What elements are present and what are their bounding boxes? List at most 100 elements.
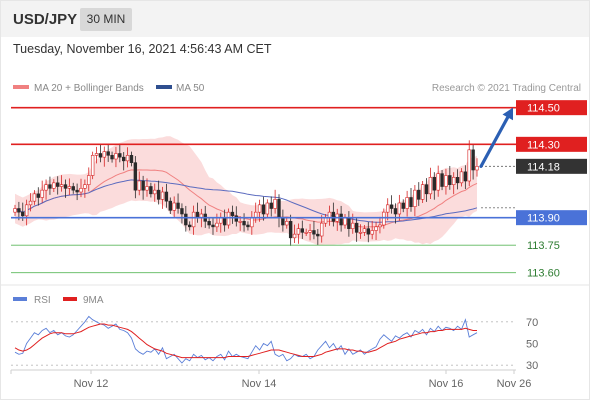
candle-body: [436, 173, 440, 191]
rsi-legend-label: RSI: [34, 295, 51, 306]
candle: [24, 199, 29, 226]
candle-body: [180, 208, 184, 215]
candle: [172, 196, 176, 219]
candle-body: [125, 155, 130, 162]
candle: [285, 217, 289, 229]
candle: [265, 199, 270, 218]
candle-body: [40, 189, 44, 198]
bollinger-band-area: [15, 136, 477, 246]
candle: [59, 175, 64, 192]
candle: [44, 179, 48, 200]
candle-body: [195, 211, 200, 218]
candle: [118, 143, 122, 163]
forecast-arrow-shaft: [479, 115, 510, 168]
candle: [122, 152, 126, 171]
candle: [420, 181, 425, 203]
candle-body: [378, 224, 382, 228]
candle: [87, 167, 91, 192]
candle: [67, 178, 72, 195]
candle: [71, 182, 75, 194]
candle: [246, 221, 250, 231]
candle-body: [273, 199, 277, 209]
candle-body: [339, 213, 343, 226]
candle-body: [300, 228, 304, 233]
candle-body: [98, 153, 103, 158]
candle-body: [257, 204, 262, 213]
candle: [226, 208, 231, 229]
candle: [339, 205, 343, 232]
candle-body: [129, 155, 134, 163]
candle-body: [94, 153, 99, 156]
candle: [83, 179, 87, 198]
moving-averages: [14, 169, 478, 228]
candle: [52, 179, 56, 192]
candle-body: [219, 217, 223, 224]
candle-body: [79, 188, 83, 193]
candle: [238, 216, 242, 231]
candle-body: [413, 189, 417, 207]
candle-body: [393, 208, 398, 215]
candle: [153, 183, 157, 202]
target-high-label-box: [516, 100, 587, 116]
candle: [452, 172, 456, 195]
candle-body: [261, 204, 266, 215]
candle: [191, 205, 196, 235]
candle-body: [75, 189, 79, 193]
candle: [362, 225, 367, 236]
candle: [444, 168, 448, 195]
candle-body: [292, 233, 297, 239]
candle-body: [168, 200, 172, 211]
candle-body: [242, 221, 246, 226]
support-1-label: 113.75: [527, 240, 560, 252]
rsi-panel: 70 50 30: [11, 315, 538, 372]
candle-body: [24, 204, 29, 217]
timeframe-badge[interactable]: 30 MIN: [80, 8, 132, 31]
candle: [459, 168, 464, 187]
candle: [358, 224, 363, 239]
candle-body: [347, 217, 351, 229]
candle-body: [296, 228, 301, 235]
candle: [401, 199, 405, 213]
candle: [436, 165, 440, 197]
candle: [440, 170, 444, 191]
candle-body: [191, 211, 196, 228]
candle-body: [188, 224, 192, 228]
candle: [90, 151, 95, 180]
candle-body: [281, 217, 285, 226]
candle: [48, 176, 52, 195]
candle-body: [176, 202, 180, 209]
candle-body: [424, 184, 429, 195]
rsi-tick-label: 30: [526, 360, 538, 372]
candle: [75, 183, 79, 201]
candle: [292, 224, 297, 243]
x-axis-ticks: Nov 12 Nov 14 Nov 16 Nov 26: [10, 370, 531, 390]
candle: [288, 214, 293, 246]
candle-body: [230, 211, 235, 217]
rsi-line: [14, 315, 478, 364]
candle-body: [432, 177, 436, 191]
candle: [149, 182, 153, 198]
candle: [378, 216, 382, 234]
candle-body: [28, 200, 33, 206]
candle-body: [405, 197, 409, 209]
x-tick-label: Nov 12: [74, 378, 109, 390]
candle-body: [32, 193, 37, 202]
candle: [234, 206, 238, 227]
candle: [32, 190, 37, 205]
candle: [374, 221, 378, 241]
candle: [164, 183, 169, 208]
candle: [188, 221, 192, 231]
candle: [40, 180, 44, 203]
candle-body: [48, 184, 52, 189]
candle: [125, 147, 130, 168]
candle-body: [397, 202, 402, 215]
candle: [432, 172, 436, 200]
candle: [137, 171, 141, 196]
candle-body: [238, 221, 242, 223]
candle-body: [21, 211, 25, 217]
ma20-line: [14, 169, 478, 228]
currency-pair-title: USD/JPY: [13, 11, 78, 28]
candle: [409, 187, 413, 212]
